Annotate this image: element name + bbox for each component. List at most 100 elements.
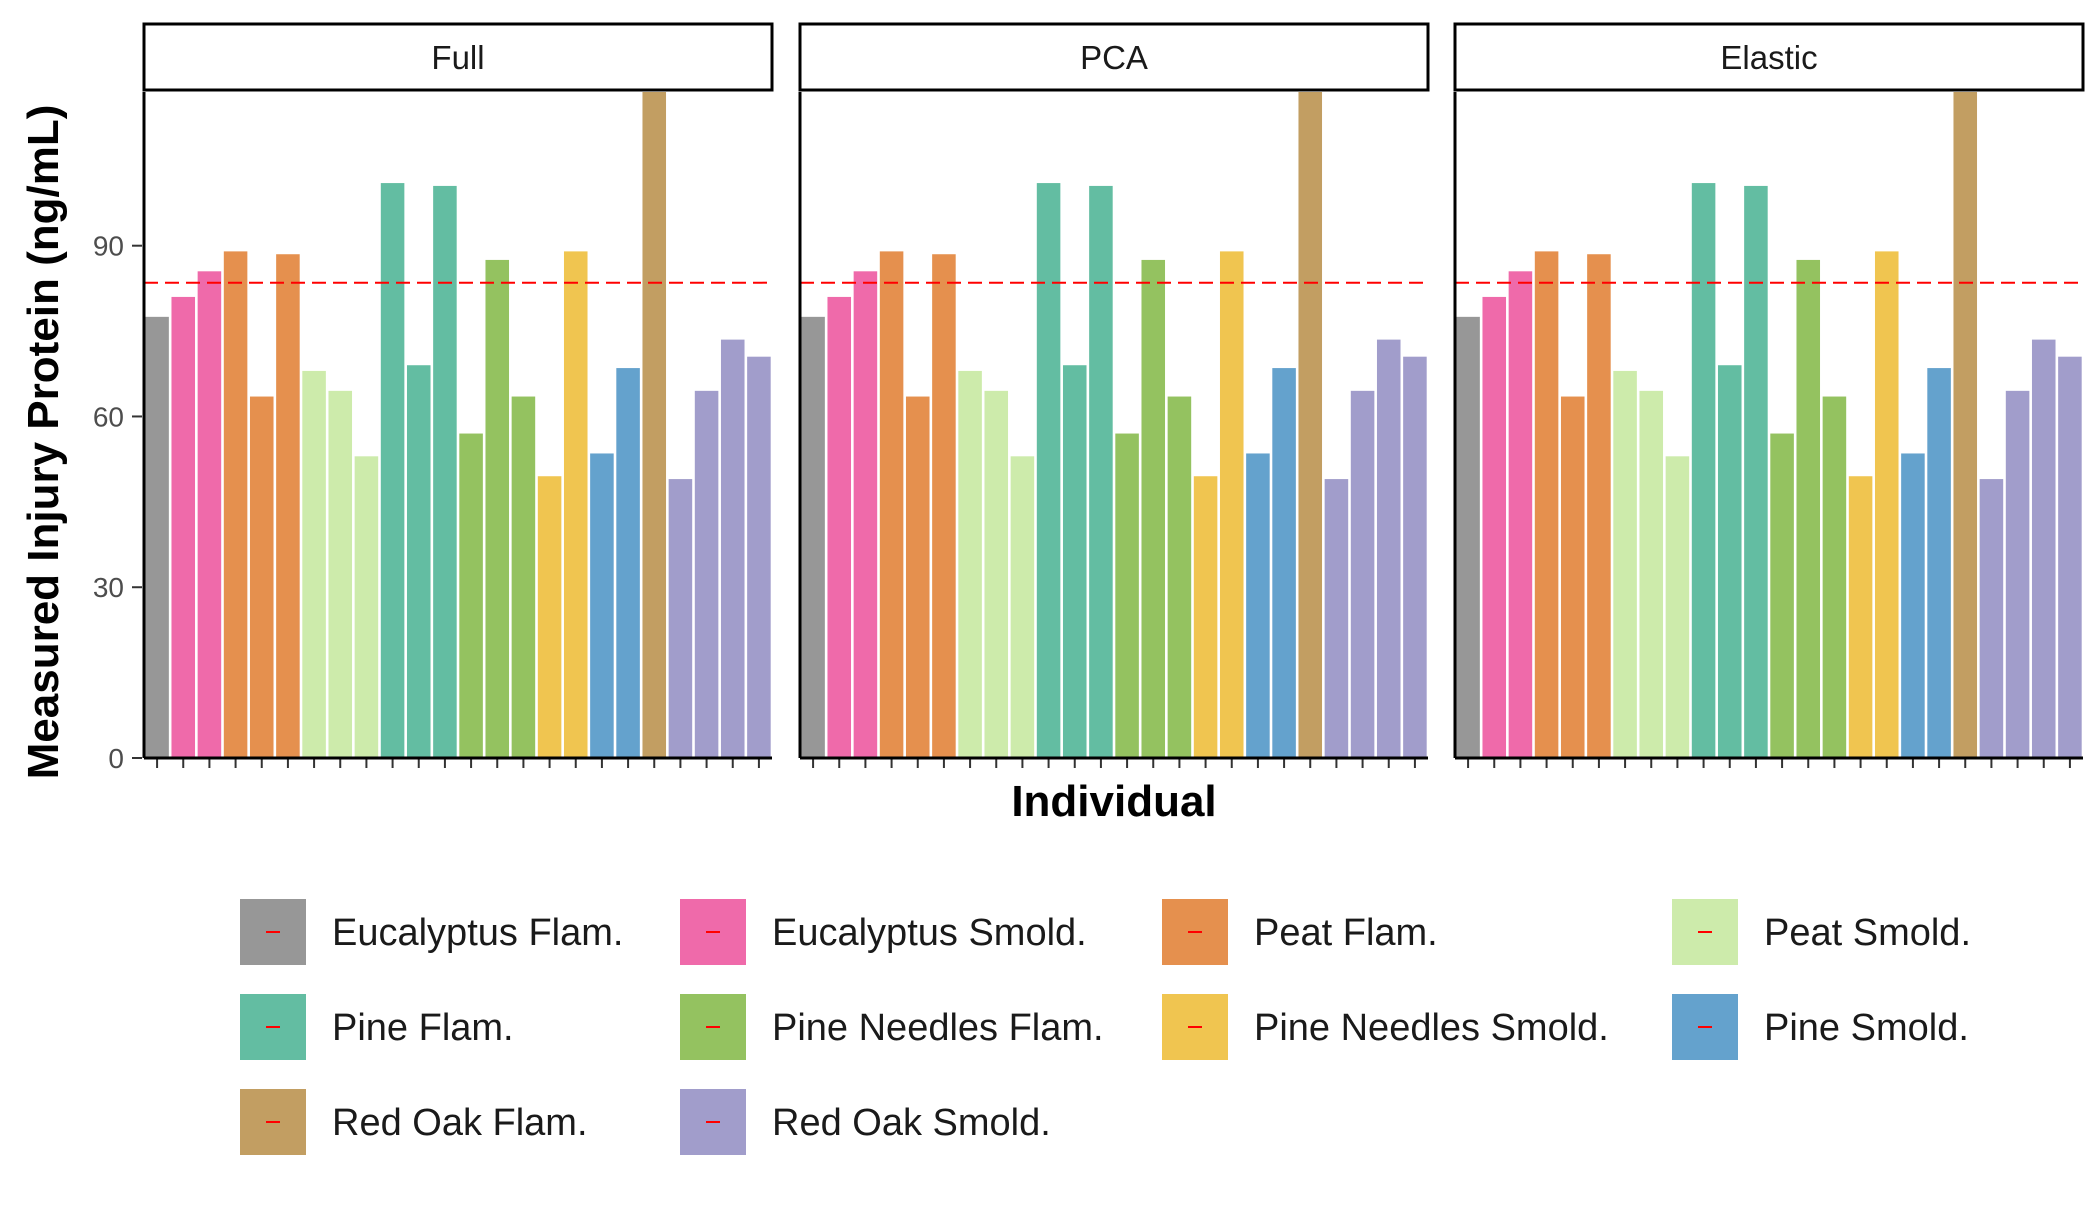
- bar: [958, 370, 982, 758]
- bar: [433, 185, 457, 758]
- bar: [511, 396, 536, 758]
- bar: [1324, 479, 1349, 758]
- y-tick-label: 90: [93, 231, 124, 262]
- bar: [1770, 433, 1794, 758]
- bar: [1350, 390, 1375, 758]
- bar: [1482, 296, 1507, 758]
- bar: [1979, 479, 2004, 758]
- legend-item: Red Oak Smold.: [680, 1089, 1051, 1155]
- bar: [1639, 390, 1664, 758]
- bar: [1534, 251, 1559, 758]
- bar: [223, 251, 248, 758]
- bar: [406, 365, 431, 758]
- bar: [1822, 396, 1847, 758]
- facet-panel-pca: PCA: [798, 22, 1430, 768]
- legend-label: Pine Needles Flam.: [772, 1007, 1104, 1049]
- bar: [328, 390, 353, 758]
- legend-label: Red Oak Flam.: [332, 1102, 588, 1144]
- facet-strip: [798, 22, 1430, 92]
- bar: [801, 316, 825, 758]
- bar: [1456, 316, 1480, 758]
- bar: [590, 453, 614, 758]
- bar: [249, 396, 274, 758]
- facet-strip: [1453, 22, 2085, 92]
- legend-label: Pine Smold.: [1764, 1007, 1969, 1049]
- bar: [668, 479, 693, 758]
- bar: [1901, 453, 1925, 758]
- legend-item: Red Oak Flam.: [240, 1089, 588, 1155]
- bar: [694, 390, 719, 758]
- legend-label: Eucalyptus Smold.: [772, 912, 1087, 954]
- bar: [2031, 339, 2056, 758]
- bar: [1508, 271, 1533, 758]
- legend-item: Pine Smold.: [1672, 994, 1969, 1060]
- bar: [1796, 259, 1821, 758]
- legend-item: Peat Flam.: [1162, 899, 1438, 965]
- bar: [1691, 183, 1716, 759]
- legend-item: Pine Flam.: [240, 994, 514, 1060]
- bar: [1298, 92, 1323, 758]
- bar: [2058, 356, 2082, 758]
- bar: [853, 271, 878, 758]
- legend-label: Pine Needles Smold.: [1254, 1007, 1609, 1049]
- bar: [537, 476, 562, 758]
- bar: [1036, 183, 1061, 759]
- bar: [1089, 185, 1113, 758]
- bar: [1062, 365, 1087, 758]
- bar: [1376, 339, 1401, 758]
- bar: [2005, 390, 2030, 758]
- bar: [616, 368, 640, 758]
- bar: [1717, 365, 1742, 758]
- bar: [984, 390, 1009, 758]
- bar: [354, 456, 379, 758]
- legend-item: Eucalyptus Flam.: [240, 899, 623, 965]
- bar: [1115, 433, 1139, 758]
- facet-strip: [142, 22, 774, 92]
- facet-panel-elastic: Elastic: [1453, 22, 2085, 768]
- facet-strip-label: PCA: [1080, 39, 1148, 76]
- y-tick-label: 30: [93, 572, 124, 603]
- bar: [642, 92, 667, 758]
- legend-label: Red Oak Smold.: [772, 1102, 1051, 1144]
- bar: [1587, 254, 1611, 758]
- facet-strip-label: Elastic: [1720, 39, 1817, 76]
- y-tick-label: 0: [108, 743, 124, 774]
- bar: [1010, 456, 1035, 758]
- bar: [1560, 396, 1585, 758]
- bar: [459, 433, 483, 758]
- bar: [380, 183, 405, 759]
- bar: [827, 296, 852, 758]
- bar: [1848, 476, 1873, 758]
- legend-label: Pine Flam.: [332, 1007, 514, 1049]
- bar: [302, 370, 326, 758]
- bar: [563, 251, 588, 758]
- bar: [932, 254, 956, 758]
- bar: [1874, 251, 1899, 758]
- legend-item: Eucalyptus Smold.: [680, 899, 1087, 965]
- bar: [1665, 456, 1690, 758]
- bar: [1744, 185, 1768, 758]
- legend-label: Peat Flam.: [1254, 912, 1438, 954]
- bar: [197, 271, 222, 758]
- bar: [1953, 92, 1978, 758]
- bar: [1403, 356, 1427, 758]
- y-axis-title: Measured Injury Protein (ng/mL): [19, 105, 68, 780]
- bar: [747, 356, 771, 758]
- x-axis-title: Individual: [1011, 777, 1216, 826]
- bar: [485, 259, 510, 758]
- bar: [1272, 368, 1296, 758]
- legend-label: Eucalyptus Flam.: [332, 912, 623, 954]
- legend-label: Peat Smold.: [1764, 912, 1971, 954]
- bar: [720, 339, 745, 758]
- bar: [879, 251, 904, 758]
- bar: [905, 396, 930, 758]
- legend-item: Pine Needles Smold.: [1162, 994, 1609, 1060]
- bar: [1927, 368, 1951, 758]
- bar: [1141, 259, 1166, 758]
- bar: [171, 296, 196, 758]
- bar: [1167, 396, 1192, 758]
- bar: [1219, 251, 1244, 758]
- facet-strip-label: Full: [431, 39, 484, 76]
